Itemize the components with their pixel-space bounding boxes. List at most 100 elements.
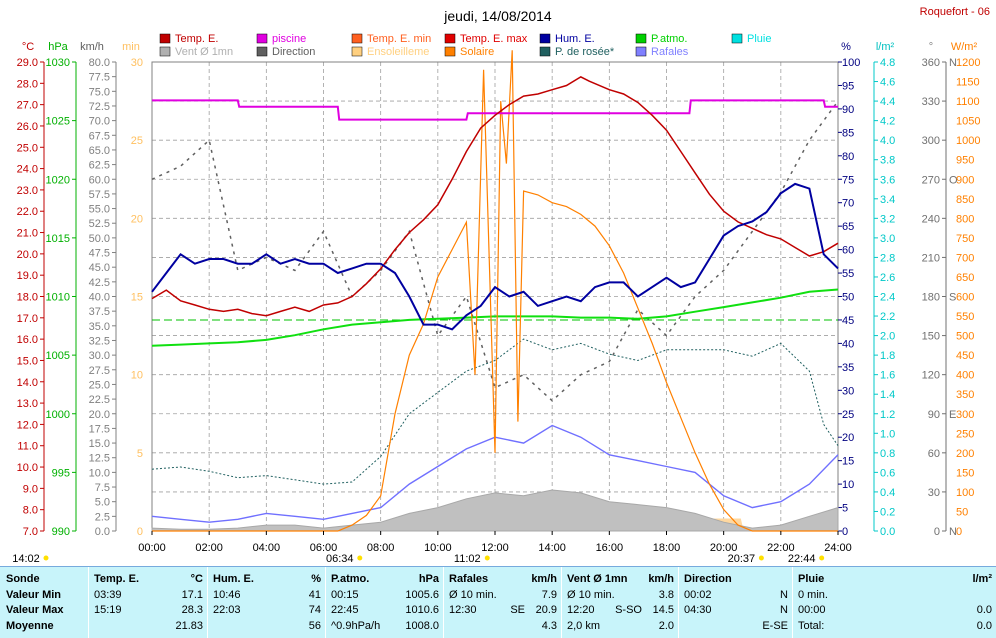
legend-label: P.atmo. bbox=[651, 33, 688, 45]
rain-tick: 2.8 bbox=[880, 252, 895, 264]
direction-letter: O bbox=[949, 174, 958, 186]
wind-tick: 70.0 bbox=[89, 116, 110, 128]
direction-tick: 150 bbox=[922, 331, 940, 343]
unit-label: ° bbox=[929, 41, 933, 53]
wind-tick: 0.0 bbox=[95, 526, 110, 538]
temp-tick: 25.0 bbox=[17, 142, 38, 154]
table-cell: E-SE bbox=[762, 620, 788, 632]
solar-tick: 550 bbox=[956, 311, 974, 323]
table-column bbox=[207, 567, 326, 638]
table-cell: 00:02 bbox=[684, 589, 712, 601]
legend-label: Temp. E. min bbox=[367, 33, 431, 45]
table-cell: 04:30 bbox=[684, 604, 712, 616]
table-cell: Ø 10 min. bbox=[567, 589, 615, 601]
table-cell: N bbox=[780, 589, 788, 601]
temp-tick: 12.0 bbox=[17, 419, 38, 431]
table-header-unit: km/h bbox=[531, 573, 557, 585]
temp-tick: 11.0 bbox=[17, 441, 38, 453]
wind-tick: 20.0 bbox=[89, 409, 110, 421]
pressure-tick: 990 bbox=[52, 526, 70, 538]
wind-tick: 72.5 bbox=[89, 101, 110, 113]
table-cell: 22:45 bbox=[331, 604, 359, 616]
rain-tick: 1.4 bbox=[880, 389, 895, 401]
legend-label: Temp. E. max bbox=[460, 33, 528, 45]
pressure-tick: 1005 bbox=[46, 350, 70, 362]
table-cell: 74 bbox=[308, 604, 321, 616]
wind-tick: 80.0 bbox=[89, 57, 110, 69]
legend-label: Solaire bbox=[460, 46, 494, 58]
table-cell: 10:46 bbox=[213, 589, 241, 601]
rain-tick: 4.4 bbox=[880, 96, 895, 108]
direction-tick: 300 bbox=[922, 135, 940, 147]
solar-tick: 200 bbox=[956, 448, 974, 460]
table-cell: 00:00 bbox=[798, 604, 826, 616]
humidity-tick: 35 bbox=[842, 362, 854, 374]
table-cell: 0.0 bbox=[976, 620, 992, 632]
temp-tick: 13.0 bbox=[17, 398, 38, 410]
unit-label: % bbox=[841, 41, 851, 53]
pressure-tick: 995 bbox=[52, 467, 70, 479]
solar-tick: 400 bbox=[956, 370, 974, 382]
time-marker: 06:34 bbox=[326, 553, 354, 565]
temp-tick: 8.0 bbox=[23, 505, 38, 517]
direction-letter: E bbox=[949, 409, 956, 421]
legend-label: Ensoleilleme bbox=[367, 46, 429, 58]
wind-tick: 17.5 bbox=[89, 423, 110, 435]
series-solaire bbox=[152, 50, 838, 532]
rain-tick: 4.2 bbox=[880, 116, 895, 128]
solar-tick: 1150 bbox=[956, 77, 980, 89]
summary-table: Sonde Temp. E. °C Hum. E.% P.atmo. hPa Rafales… bbox=[0, 566, 996, 638]
rain-tick: 3.6 bbox=[880, 174, 895, 186]
rain-tick: 0.6 bbox=[880, 467, 895, 479]
pressure-tick: 1015 bbox=[46, 233, 70, 245]
table-header-unit: l/m² bbox=[972, 573, 992, 585]
pressure-tick: 1030 bbox=[46, 57, 70, 69]
rain-tick: 1.0 bbox=[880, 428, 895, 440]
humidity-tick: 90 bbox=[842, 104, 854, 116]
wind-tick: 42.5 bbox=[89, 277, 110, 289]
table-cell: Ø 10 min. bbox=[449, 589, 497, 601]
time-marker: 11:02 bbox=[454, 553, 481, 565]
temp-tick: 10.0 bbox=[17, 462, 38, 474]
humidity-tick: 85 bbox=[842, 127, 854, 139]
solar-tick: 700 bbox=[956, 252, 974, 264]
table-header: P.atmo. bbox=[331, 573, 370, 585]
wind-tick: 12.5 bbox=[89, 453, 110, 465]
pressure-tick: 1000 bbox=[46, 409, 70, 421]
table-cell: 7.9 bbox=[541, 589, 557, 601]
wind-tick: 22.5 bbox=[89, 394, 110, 406]
rain-tick: 3.0 bbox=[880, 233, 895, 245]
direction-tick: 270 bbox=[922, 174, 940, 186]
time-tick: 22:00 bbox=[767, 542, 795, 554]
minute-tick: 10 bbox=[131, 370, 143, 382]
humidity-tick: 25 bbox=[842, 409, 854, 421]
sun-marker bbox=[758, 555, 764, 561]
legend-swatch bbox=[256, 33, 268, 44]
legend-swatch bbox=[635, 46, 647, 57]
temp-tick: 9.0 bbox=[23, 483, 38, 495]
table-header: Rafales bbox=[449, 573, 489, 585]
rain-tick: 2.0 bbox=[880, 331, 895, 343]
solar-tick: 1000 bbox=[956, 135, 980, 147]
wind-tick: 45.0 bbox=[89, 262, 110, 274]
direction-tick: 360 bbox=[922, 57, 940, 69]
sun-marker bbox=[484, 555, 490, 561]
temp-tick: 7.0 bbox=[23, 526, 38, 538]
humidity-tick: 45 bbox=[842, 315, 854, 327]
table-cell: 12:20 bbox=[567, 604, 595, 616]
rain-tick: 4.6 bbox=[880, 77, 895, 89]
direction-tick: 330 bbox=[922, 96, 940, 108]
wind-tick: 15.0 bbox=[89, 438, 110, 450]
direction-tick: 60 bbox=[928, 448, 940, 460]
rain-tick: 2.4 bbox=[880, 292, 895, 304]
humidity-tick: 95 bbox=[842, 80, 854, 92]
humidity-tick: 5 bbox=[842, 503, 848, 515]
table-header: Pluie bbox=[798, 573, 825, 585]
pressure-tick: 1010 bbox=[46, 292, 70, 304]
temp-tick: 16.0 bbox=[17, 334, 38, 346]
rain-tick: 3.4 bbox=[880, 194, 895, 206]
table-column bbox=[325, 567, 444, 638]
wind-tick: 25.0 bbox=[89, 379, 110, 391]
wind-tick: 47.5 bbox=[89, 248, 110, 260]
direction-tick: 120 bbox=[922, 370, 940, 382]
